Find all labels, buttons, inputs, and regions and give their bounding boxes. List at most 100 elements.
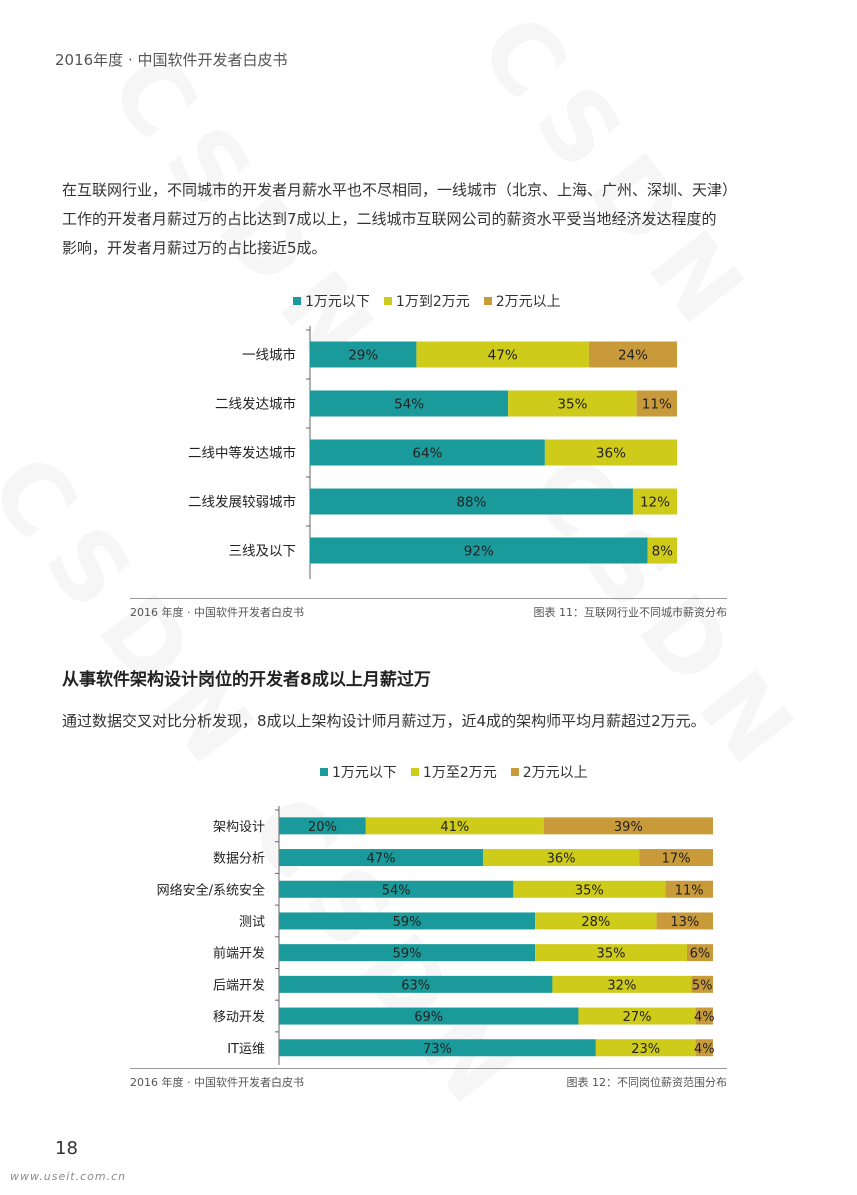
chart2-legend: 1万元以下 1万至2万元 2万元以上: [320, 762, 588, 782]
chart2-bar-segment: [535, 912, 657, 930]
chart1-data-label: 8%: [652, 544, 674, 560]
intro-line-2: 工作的开发者月薪过万的占比达到7成以上，二线城市互联网公司的薪资水平受当地经济发…: [62, 210, 717, 228]
chart2-legend-item-1: 1万至2万元: [410, 762, 497, 782]
chart2-data-label: 17%: [662, 852, 691, 867]
chart1-legend-item-2: 2万元以上: [483, 291, 561, 311]
chart1-data-label: 11%: [642, 397, 672, 413]
chart2-category-label: 数据分析: [213, 852, 265, 867]
chart1-bar-segment: [508, 390, 637, 417]
section2-paragraph: 通过数据交叉对比分析发现，8成以上架构设计师月薪过万，近4成的架构师平均月薪超过…: [62, 712, 706, 730]
chart1-legend-item-1: 1万到2万元: [383, 291, 470, 311]
chart2-data-label: 11%: [675, 883, 704, 898]
intro-line-1: 在互联网行业，不同城市的开发者月薪水平也不尽相同，一线城市（北京、上海、广州、深…: [62, 181, 738, 199]
chart2-legend-swatch-1: [410, 768, 419, 776]
chart2-category-label: 网络安全/系统安全: [157, 882, 265, 898]
chart2-legend-item-0: 1万元以下: [320, 762, 397, 782]
chart2-legend-label-1: 1万至2万元: [422, 765, 497, 781]
chart2-category-label: 测试: [239, 915, 265, 930]
chart2-bar-segment: [695, 1007, 713, 1025]
chart1-legend-item-0: 1万元以下: [293, 291, 370, 311]
chart2-bar-segment: [535, 944, 687, 962]
chart1-bar-segment: [416, 341, 589, 368]
chart2-category-label: 后端开发: [213, 977, 265, 993]
chart1-data-label: 92%: [464, 544, 494, 560]
chart2-data-label: 59%: [393, 947, 422, 962]
chart2-bar-segment: [279, 880, 514, 898]
chart2-legend-item-2: 2万元以上: [510, 762, 588, 782]
chart1-bar-segment: [588, 341, 677, 368]
chart1-legend-label-2: 2万元以上: [495, 294, 561, 310]
page-number: 18: [55, 1138, 78, 1159]
chart1-data-label: 54%: [394, 397, 424, 413]
chart1-bar-segment: [310, 439, 545, 466]
chart1-city-salary: 一线城市 29% 47% 24% 二线发达城市 54% 35% 11% 二线中等发达城市 64% 3…: [188, 326, 677, 579]
chart2-legend-label-0: 1万元以下: [332, 765, 397, 781]
chart1-data-label: 47%: [488, 348, 518, 364]
chart2-data-label: 35%: [597, 947, 626, 962]
chart1-category-label: 一线城市: [242, 347, 296, 364]
chart1-bar-segment: [647, 537, 677, 564]
chart2-data-label: 69%: [414, 1010, 443, 1025]
chart1-bar-segment: [310, 341, 417, 368]
chart2-data-label: 63%: [401, 978, 430, 993]
chart1-data-label: 36%: [596, 446, 626, 462]
chart2-bar-segment: [656, 912, 713, 930]
chart1-legend: 1万元以下 1万到2万元 2万元以上: [293, 291, 561, 311]
chart2-data-label: 47%: [367, 852, 396, 867]
chart1-bar-segment: [310, 488, 633, 515]
chart2-data-label: 36%: [547, 852, 576, 867]
chart1-data-label: 64%: [412, 446, 442, 462]
chart2-footer-line: [130, 1068, 727, 1069]
chart1-category-label: 二线发达城市: [215, 396, 296, 413]
chart2-bar-segment: [578, 1007, 696, 1025]
chart1-bar-segment: [632, 488, 677, 515]
chart2-footer-left: 2016 年度 · 中国软件开发者白皮书: [130, 1076, 304, 1089]
chart2-data-label: 23%: [631, 1042, 660, 1057]
chart1-data-label: 12%: [640, 495, 670, 511]
page-header-title: 2016年度 · 中国软件开发者白皮书: [55, 51, 288, 69]
chart2-data-label: 54%: [382, 883, 411, 898]
chart2-legend-swatch-2: [510, 768, 519, 776]
chart2-data-label: 13%: [670, 915, 699, 930]
chart2-data-label: 59%: [393, 915, 422, 930]
chart2-bar-segment: [365, 817, 544, 835]
chart1-footer-line: [130, 598, 727, 599]
intro-line-3: 影响，开发者月薪过万的占比接近5成。: [62, 239, 327, 257]
chart2-data-label: 6%: [690, 947, 711, 962]
chart2-bar-segment: [665, 880, 713, 898]
intro-paragraph: 在互联网行业，不同城市的开发者月薪水平也不尽相同，一线城市（北京、上海、广州、深…: [62, 176, 822, 263]
chart2-data-label: 27%: [623, 1010, 652, 1025]
chart2-data-label: 20%: [308, 820, 337, 835]
chart2-category-label: 前端开发: [213, 946, 265, 962]
chart1-legend-label-0: 1万元以下: [305, 294, 370, 310]
chart2-bar-segment: [482, 849, 640, 867]
chart2-bar-segment: [279, 1007, 579, 1025]
chart2-bar-segment: [279, 975, 553, 993]
chart1-footer-left: 2016 年度 · 中国软件开发者白皮书: [130, 606, 304, 619]
chart2-bar-segment: [279, 912, 536, 930]
chart1-category-label: 三线及以下: [229, 544, 297, 560]
chart2-bar-segment: [513, 880, 666, 898]
chart1-data-label: 88%: [456, 495, 486, 511]
chart1-category-label: 二线发展较弱城市: [188, 494, 296, 511]
chart2-category-label: 移动开发: [213, 1009, 265, 1025]
chart2-bar-segment: [686, 944, 713, 962]
chart1-caption: 图表 11：互联网行业不同城市薪资分布: [533, 606, 728, 619]
chart1-legend-label-1: 1万到2万元: [395, 294, 470, 310]
chart1-data-label: 29%: [348, 348, 378, 364]
chart2-data-label: 4%: [694, 1042, 715, 1057]
chart2-data-label: 4%: [694, 1010, 715, 1025]
chart1-data-label: 24%: [618, 348, 648, 364]
chart1-bar-segment: [310, 390, 509, 417]
section2-heading: 从事软件架构设计岗位的开发者8成以上月薪过万: [62, 670, 431, 690]
chart1-category-label: 二线中等发达城市: [188, 445, 296, 462]
chart2-category-label: IT运维: [227, 1042, 265, 1057]
chart2-bar-segment: [279, 944, 536, 962]
chart2-bar-segment: [279, 1039, 596, 1057]
chart2-bar-segment: [552, 975, 692, 993]
chart2-bar-segment: [695, 1039, 713, 1057]
chart1-legend-swatch-0: [293, 297, 301, 305]
chart2-bar-segment: [279, 849, 483, 867]
chart1-bar-segment: [544, 439, 677, 466]
chart2-data-label: 28%: [581, 915, 610, 930]
